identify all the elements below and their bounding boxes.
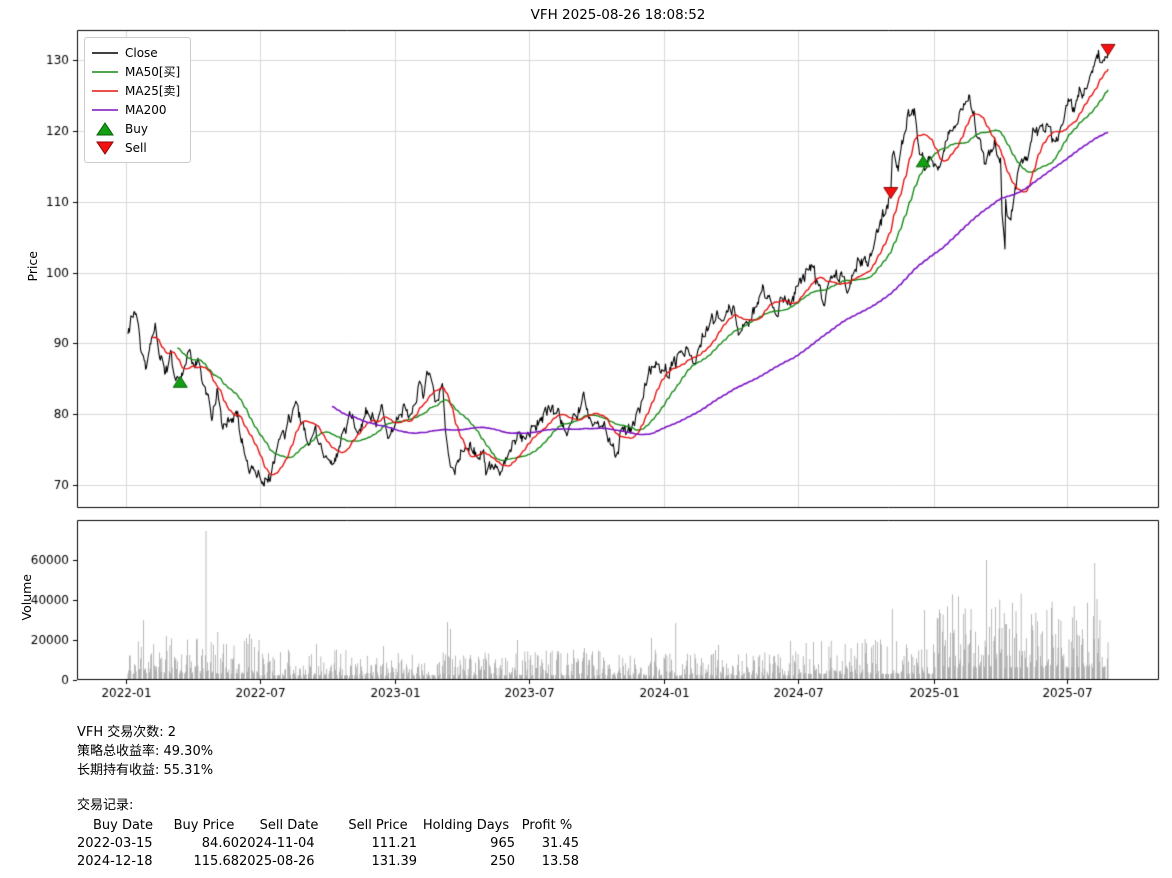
trade-col-header-sellprice: Sell Price <box>348 817 408 833</box>
buy-marker-icon <box>96 121 114 135</box>
trade-col-header-profit: Profit % <box>521 817 573 833</box>
buy-date-cell: 2024-12-18 <box>77 853 153 869</box>
legend-item-ma25: MA25[卖] <box>92 81 180 100</box>
sell-price-cell: 111.21 <box>371 835 418 851</box>
strategy-return-text: 策略总收益率: 49.30% <box>77 744 214 759</box>
holding-days-cell: 965 <box>490 835 515 851</box>
legend-item-ma200: MA200 <box>92 100 180 119</box>
legend-label-sell: Sell <box>125 140 147 155</box>
ma25-line-swatch <box>92 89 118 92</box>
legend-label-close: Close <box>125 45 158 60</box>
trades-count-text: VFH 交易次数: 2 <box>77 725 177 740</box>
chart-title: VFH 2025-08-26 18:08:52 <box>530 7 706 23</box>
profit-pct-cell: 31.45 <box>541 835 579 851</box>
sell-date-cell: 2024-11-04 <box>239 835 315 851</box>
trade-row: 2024-12-18 115.68 2025-08-26 131.39 250 13.58 <box>77 852 579 870</box>
holding-days-cell: 250 <box>490 853 515 869</box>
legend-item-sell: Sell <box>92 138 180 157</box>
strategy-stats: VFH 交易次数: 2 策略总收益率: 49.30% 长期持有收益: 55.31… <box>77 723 579 870</box>
sell-marker-icon <box>96 141 114 155</box>
legend-label-ma200: MA200 <box>125 102 167 117</box>
trade-table-body: 2022-03-15 84.60 2024-11-04 111.21 965 31.45 2… <box>77 834 579 870</box>
legend-item-buy: Buy <box>92 119 180 138</box>
profit-pct-cell: 13.58 <box>541 853 579 869</box>
ma50-line-swatch <box>92 70 118 73</box>
sell-date-cell: 2025-08-26 <box>239 853 315 869</box>
hold-return-text: 长期持有收益: 55.31% <box>77 763 214 778</box>
trade-table-header-row: Buy Date Buy Price Sell Date Sell Price Hold… <box>77 816 579 834</box>
buy-price-cell: 84.60 <box>201 835 239 851</box>
legend-label-buy: Buy <box>125 121 148 136</box>
buy-price-cell: 115.68 <box>193 853 240 869</box>
legend-item-close: Close <box>92 43 180 62</box>
legend-label-ma50: MA50[买] <box>125 65 181 79</box>
sell-price-cell: 131.39 <box>371 853 418 869</box>
volume-axis-label: Volume <box>19 574 34 621</box>
buy-date-cell: 2022-03-15 <box>77 835 153 851</box>
legend-label-ma25: MA25[卖] <box>125 84 181 98</box>
legend-item-ma50: MA50[买] <box>92 62 180 81</box>
trade-col-header-buyprice: Buy Price <box>173 817 235 833</box>
close-line-swatch <box>92 51 118 54</box>
trade-records-table: Buy Date Buy Price Sell Date Sell Price Hold… <box>77 816 579 870</box>
legend: Close MA50[买] MA25[卖] MA200 Buy Sell <box>84 37 192 163</box>
trade-row: 2022-03-15 84.60 2024-11-04 111.21 965 31.45 <box>77 834 579 852</box>
ma200-line-swatch <box>92 108 118 111</box>
trade-col-header-selldate: Sell Date <box>259 817 319 833</box>
trade-records-label: 交易记录: <box>77 798 134 813</box>
price-volume-chart-canvas <box>0 0 1172 710</box>
trade-col-header-buydate: Buy Date <box>92 817 154 833</box>
trade-col-header-days: Holding Days <box>422 817 510 833</box>
price-axis-label: Price <box>25 251 40 282</box>
